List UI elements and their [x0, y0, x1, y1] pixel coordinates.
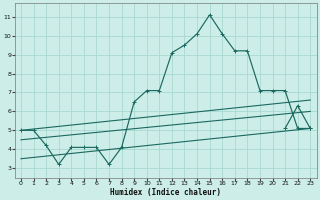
X-axis label: Humidex (Indice chaleur): Humidex (Indice chaleur)	[110, 188, 221, 197]
